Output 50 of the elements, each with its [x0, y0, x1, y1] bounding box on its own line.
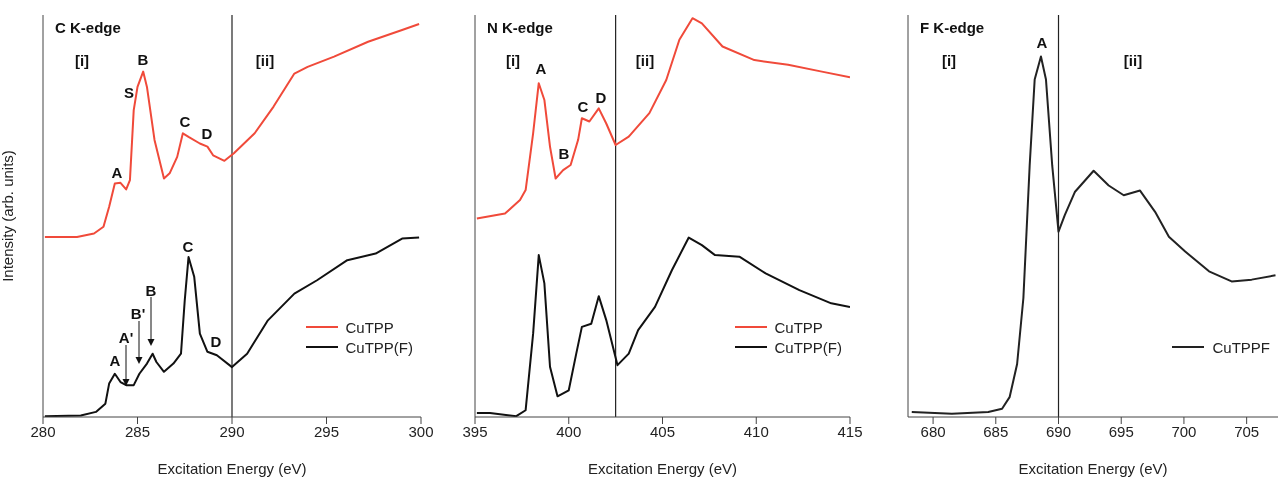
- annotation: C: [182, 237, 194, 255]
- x-tick-label: 410: [743, 422, 769, 440]
- annotation: D: [595, 88, 607, 106]
- x-tick-label: 415: [837, 422, 863, 440]
- x-tick-label: 405: [649, 422, 676, 440]
- annotation: B: [137, 50, 149, 68]
- x-tick-label: 700: [1171, 422, 1197, 440]
- x-axis-title: Excitation Energy (eV): [157, 460, 307, 477]
- annotation: [ii]: [255, 51, 275, 69]
- x-axis-title: Excitation Energy (eV): [587, 460, 738, 477]
- annotation: A: [535, 59, 547, 77]
- legend-label: CuTPP(F): [345, 338, 413, 356]
- annotation: A: [109, 351, 121, 369]
- annotation: S: [123, 83, 135, 101]
- legend-label: CuTPPF: [1212, 338, 1270, 356]
- x-tick-label: 690: [1045, 422, 1072, 440]
- legend-label: CuTPP(F): [774, 338, 842, 356]
- x-tick-label: 295: [313, 422, 340, 440]
- annotation: C: [577, 97, 589, 115]
- x-tick-label: 705: [1234, 422, 1260, 440]
- annotation: B: [558, 144, 570, 162]
- annotation: [i]: [505, 51, 521, 69]
- annotation: A': [118, 328, 134, 346]
- x-tick-label: 400: [556, 422, 582, 440]
- x-tick-label: 280: [30, 422, 56, 440]
- x-tick-label: 695: [1108, 422, 1134, 440]
- annotation: B': [130, 304, 146, 322]
- legend-label: CuTPP: [345, 318, 394, 336]
- annotation: B: [145, 281, 157, 299]
- annotation: A: [111, 163, 123, 181]
- x-tick-label: 685: [983, 422, 1009, 440]
- annotation: [ii]: [635, 51, 655, 69]
- legend-label: CuTPP: [774, 318, 823, 336]
- annotation: [ii]: [1123, 51, 1143, 69]
- x-axis-title: Excitation Energy (eV): [1018, 460, 1168, 477]
- x-tick-label: 300: [408, 422, 434, 440]
- x-tick-label: 290: [219, 422, 245, 440]
- x-tick-label: 285: [124, 422, 151, 440]
- annotation: [i]: [74, 51, 90, 69]
- x-tick-label: 680: [920, 422, 946, 440]
- chart-title: F K-edge: [920, 19, 985, 36]
- annotation: D: [201, 124, 213, 142]
- chart-title: C K-edge: [55, 19, 121, 36]
- chart-title: N K-edge: [487, 19, 553, 36]
- y-axis-title: Intensity (arb. units): [0, 150, 17, 282]
- annotation: C: [179, 112, 191, 130]
- x-tick-label: 395: [462, 422, 488, 440]
- annotation: D: [210, 332, 222, 350]
- annotation: [i]: [941, 51, 957, 69]
- text: A: [1036, 33, 1048, 51]
